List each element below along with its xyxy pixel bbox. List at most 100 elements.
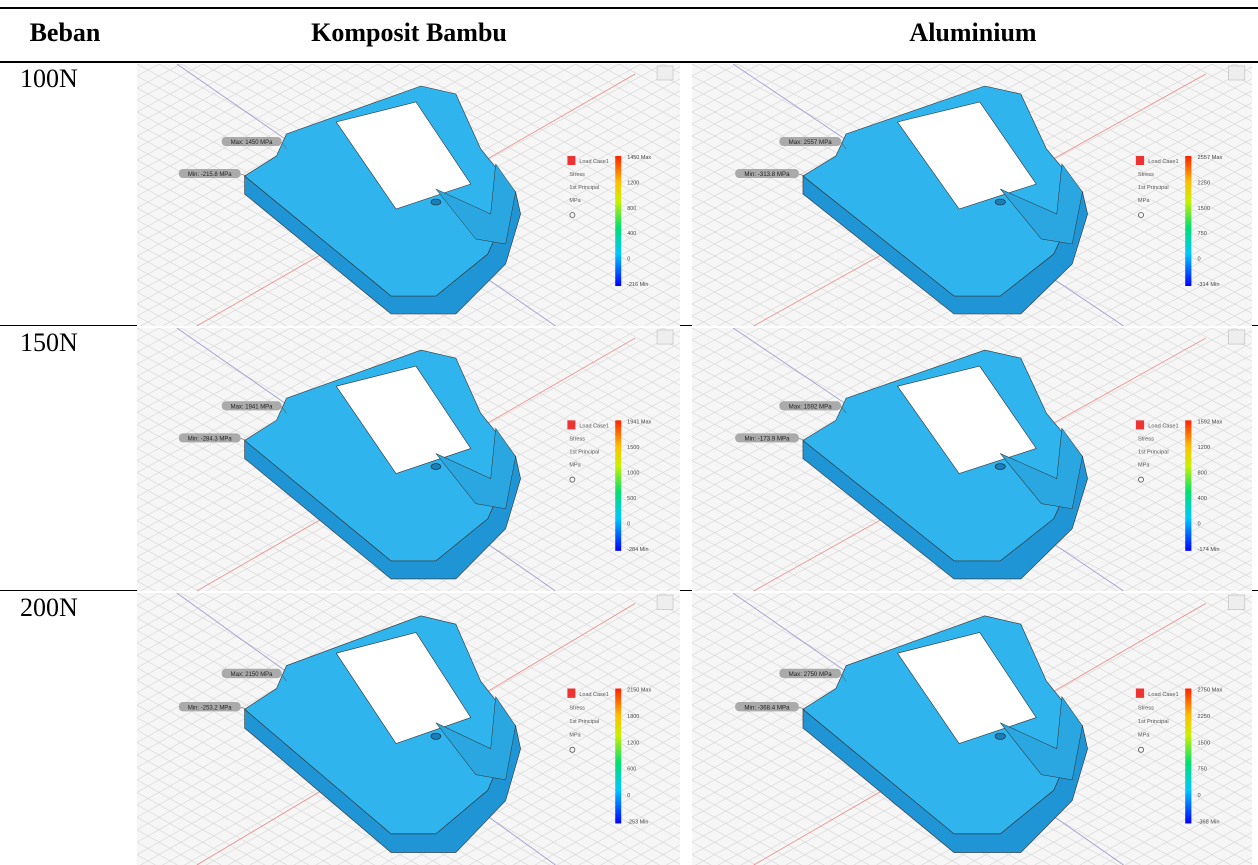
min-label: Min: -173.9 MPa [744, 435, 790, 442]
warning-icon [1136, 156, 1144, 165]
scale-label: 0 [1198, 257, 1201, 263]
min-label: Min: -284.3 MPa [188, 436, 233, 442]
scale-label: 1500 [1198, 206, 1211, 212]
scale-label: 400 [627, 231, 636, 237]
load-label: 200N [20, 593, 78, 623]
max-label: Max: 1941 MPa [231, 404, 274, 410]
scale-label: 1500 [1198, 740, 1211, 746]
simulation-image: Max: 1450 MPaMin: -215.8 MPaLoad Case1St… [137, 64, 680, 326]
table-top-border [0, 7, 1258, 9]
control-label: Stress [569, 172, 585, 178]
view-cube [657, 595, 673, 610]
max-label: Max: 1592 MPa [789, 403, 833, 410]
control-label: 1st Principal [569, 449, 599, 455]
simulation-image: Max: 1941 MPa Min: -284.3 MPa Load Case1 St… [137, 328, 680, 591]
scale-label: 750 [1198, 231, 1207, 237]
scale-label: 1941 Max [627, 419, 651, 425]
part-hole [995, 733, 1005, 739]
scale-label: 1592 Max [1198, 419, 1223, 425]
scale-label: -368 Min [1198, 819, 1220, 825]
colorbar [1185, 689, 1191, 824]
control-label: MPa [569, 463, 581, 469]
control-label: Load Case1 [579, 692, 608, 698]
max-label: Max: 2557 MPa [789, 139, 833, 146]
part-hole [995, 199, 1005, 205]
control-label: MPa [569, 198, 581, 204]
view-cube [1228, 66, 1244, 80]
control-label: Stress [1138, 436, 1154, 442]
scale-label: 0 [627, 257, 630, 263]
scale-label: 1450 Max [627, 155, 651, 161]
scale-label: 2750 Max [1198, 688, 1223, 694]
view-cube [657, 66, 673, 80]
scale-label: 1500 [627, 445, 639, 451]
scale-label: 500 [627, 496, 636, 502]
simulation-image: Max: 2557 MPa Min: -313.8 MPa Load Case1 St… [692, 64, 1252, 326]
scale-label: 1800 [627, 714, 639, 720]
part-hole [431, 733, 441, 739]
scale-label: -216 Min [627, 282, 648, 288]
scale-label: 0 [627, 521, 630, 527]
warning-icon [1136, 420, 1144, 429]
control-label: Stress [569, 436, 585, 442]
scale-label: -253 Min [627, 819, 648, 825]
min-label: Min: -313.8 MPa [744, 171, 790, 178]
page: Beban Komposit Bambu Aluminium 100NMax: … [0, 0, 1258, 863]
control-label: Stress [1138, 172, 1154, 178]
control-label: 1st Principal [569, 185, 599, 191]
scale-label: 600 [627, 767, 636, 773]
max-label: Max: 2150 MPa [231, 671, 273, 678]
part-hole [995, 464, 1005, 470]
scale-label: -284 Min [627, 547, 648, 553]
column-header: Beban [0, 18, 130, 48]
scale-label: 2150 Max [627, 688, 651, 694]
scale-label: 1200 [627, 740, 639, 746]
control-label: Load Case1 [1148, 159, 1178, 165]
scale-label: 0 [1198, 793, 1201, 799]
warning-icon [567, 420, 575, 429]
control-label: Load Case1 [579, 423, 609, 429]
colorbar [615, 156, 621, 286]
view-cube [1228, 595, 1244, 610]
control-label: MPa [1138, 198, 1151, 204]
control-label: 1st Principal [1138, 185, 1169, 191]
max-label: Max: 2750 MPa [789, 671, 833, 678]
min-label: Min: -253.2 MPa [188, 704, 232, 711]
colorbar [1185, 420, 1191, 550]
warning-icon [567, 689, 575, 698]
min-label: Min: -368.4 MPa [744, 704, 790, 711]
scale-label: -174 Min [1198, 547, 1220, 553]
scale-label: 400 [1198, 496, 1207, 502]
load-label: 150N [20, 328, 78, 358]
scale-label: 800 [1198, 470, 1207, 476]
control-label: Load Case1 [579, 159, 608, 165]
scale-label: 800 [627, 206, 636, 212]
control-label: 1st Principal [1138, 450, 1169, 456]
load-label: 100N [20, 64, 78, 94]
control-label: 1st Principal [569, 719, 599, 725]
scale-label: -314 Min [1198, 282, 1220, 288]
control-label: Stress [1138, 705, 1154, 711]
column-header: Aluminium [688, 18, 1258, 48]
scale-label: 0 [1198, 521, 1201, 527]
control-label: Stress [569, 705, 585, 711]
control-label: Load Case1 [1148, 423, 1178, 429]
part-hole [431, 199, 441, 205]
warning-icon [1136, 689, 1144, 698]
control-label: MPa [1138, 732, 1150, 738]
scale-label: 2250 [1198, 180, 1211, 186]
control-label: Load Case1 [1148, 692, 1178, 698]
control-label: 1st Principal [1138, 719, 1169, 725]
simulation-image: Max: 2150 MPa Min: -253.2 MPa Load Case1 St… [137, 593, 680, 865]
colorbar [615, 689, 621, 824]
scale-label: 2557 Max [1198, 155, 1223, 161]
scale-label: 1200 [627, 180, 639, 186]
min-label: Min: -215.8 MPa [188, 172, 232, 178]
scale-label: 750 [1198, 767, 1207, 773]
simulation-image: Max: 1592 MPa Min: -173.9 MPa Load Case1 St… [692, 328, 1252, 591]
view-cube [1228, 330, 1244, 344]
view-cube [657, 330, 673, 344]
colorbar [615, 420, 621, 550]
colorbar [1185, 156, 1191, 286]
simulation-image: Max: 2750 MPa Min: -368.4 MPa Load Case1 St… [692, 593, 1252, 865]
